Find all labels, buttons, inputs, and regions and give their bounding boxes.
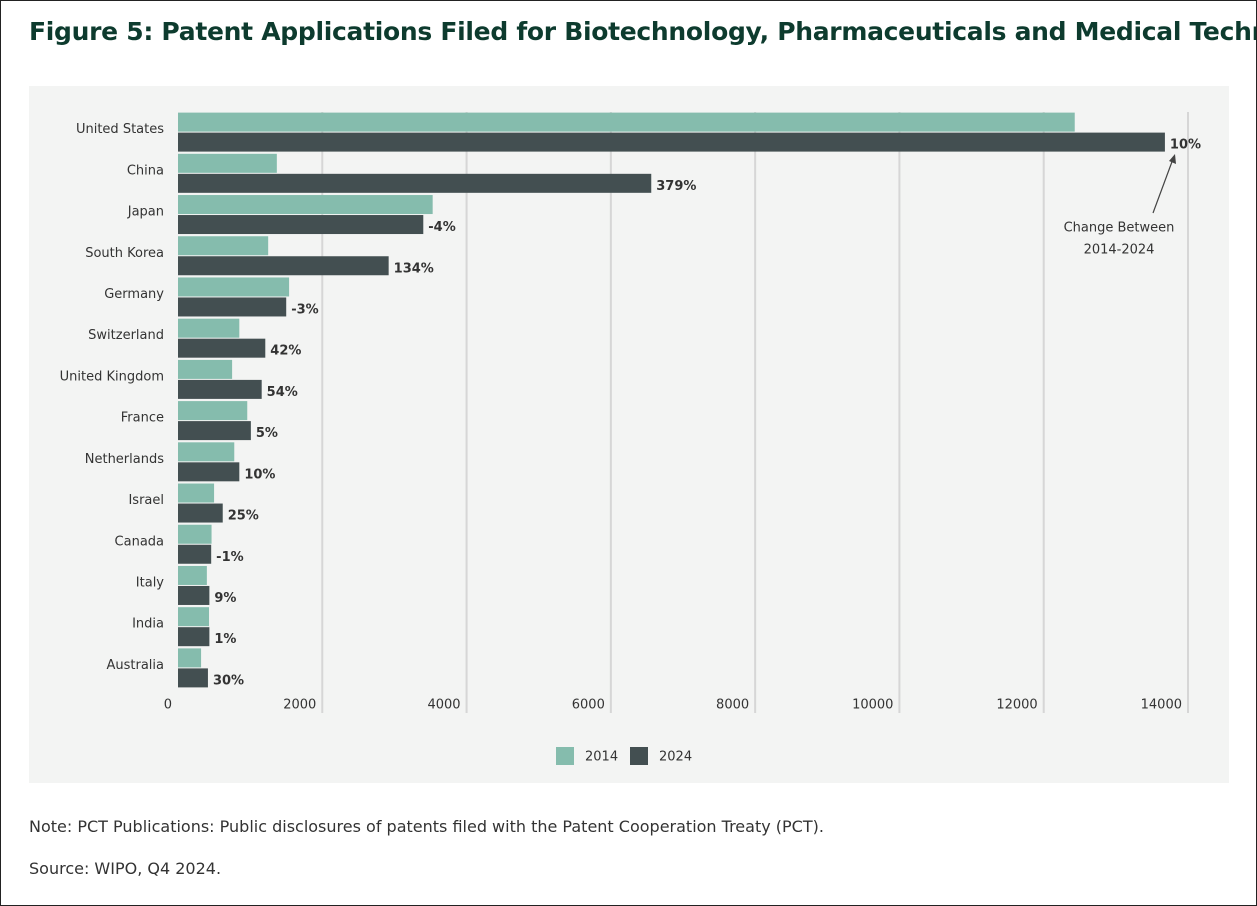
bar [178,401,248,421]
x-tick-label: 2000 [283,698,316,713]
y-tick-label: Japan [127,205,164,220]
y-tick-label: Israel [128,493,164,508]
legend-swatch [556,747,574,765]
y-tick-label: India [132,617,164,632]
bar [178,112,1075,132]
y-tick-label: United Kingdom [60,369,164,384]
bar [178,132,1165,152]
y-tick-label: China [127,163,164,178]
change-label: 30% [213,673,244,688]
bar [178,565,207,585]
x-tick-label: 6000 [572,698,605,713]
change-label: 25% [228,509,259,524]
change-label: -3% [291,302,318,317]
chart-title: Figure 5: Patent Applications Filed for … [29,17,1257,46]
x-tick-label: 14000 [1141,698,1182,713]
bar [178,215,424,235]
bar [178,153,277,173]
bar [178,607,210,627]
y-tick-label: United States [76,122,164,137]
annotation-arrow [1152,158,1174,214]
y-tick-label: Italy [136,575,165,590]
bar [178,256,389,276]
bar [178,421,251,441]
y-tick-label: South Korea [85,246,164,261]
bar [178,627,210,647]
legend-label: 2014 [585,750,618,765]
y-tick-label: Switzerland [88,328,164,343]
bar [178,668,208,688]
change-label: 379% [656,179,696,194]
change-label: 54% [267,385,298,400]
change-label: -4% [428,220,455,235]
annotation: 2014-2024 [1084,243,1155,258]
y-tick-label: Australia [106,658,164,673]
bar [178,379,262,399]
bar [178,503,223,523]
x-tick-label: 4000 [427,698,460,713]
change-label: 1% [214,632,236,647]
annotation: Change Between [1064,221,1175,236]
x-tick-label: 10000 [852,698,893,713]
bar [178,277,290,297]
note: Note: PCT Publications: Public disclosur… [29,817,824,836]
bar [178,585,210,605]
bar [178,483,215,503]
legend-label: 2024 [659,750,692,765]
change-label: 10% [1170,138,1201,153]
x-tick-label: 12000 [996,698,1037,713]
x-tick-label: 8000 [716,698,749,713]
bar [178,338,266,358]
bar [178,648,202,668]
y-tick-label: Canada [115,534,164,549]
bar [178,236,269,256]
y-tick-label: Germany [104,287,164,302]
change-label: 9% [214,591,236,606]
bar [178,173,652,193]
bar [178,297,287,317]
source: Source: WIPO, Q4 2024. [29,859,222,878]
y-tick-label: Netherlands [85,452,164,467]
change-label: 134% [394,261,434,276]
change-label: 5% [256,426,278,441]
bar [178,544,212,564]
y-tick-label: France [121,411,164,426]
bar [178,195,433,215]
bar [178,359,233,379]
legend-swatch [630,747,648,765]
bar [178,442,235,462]
annotation-arrowhead [1169,154,1176,164]
x-tick-label: 0 [164,698,172,713]
change-label: -1% [216,550,243,565]
change-label: 10% [244,467,275,482]
bar [178,462,240,482]
change-label: 42% [270,344,301,359]
bar [178,524,212,544]
bar [178,318,240,338]
